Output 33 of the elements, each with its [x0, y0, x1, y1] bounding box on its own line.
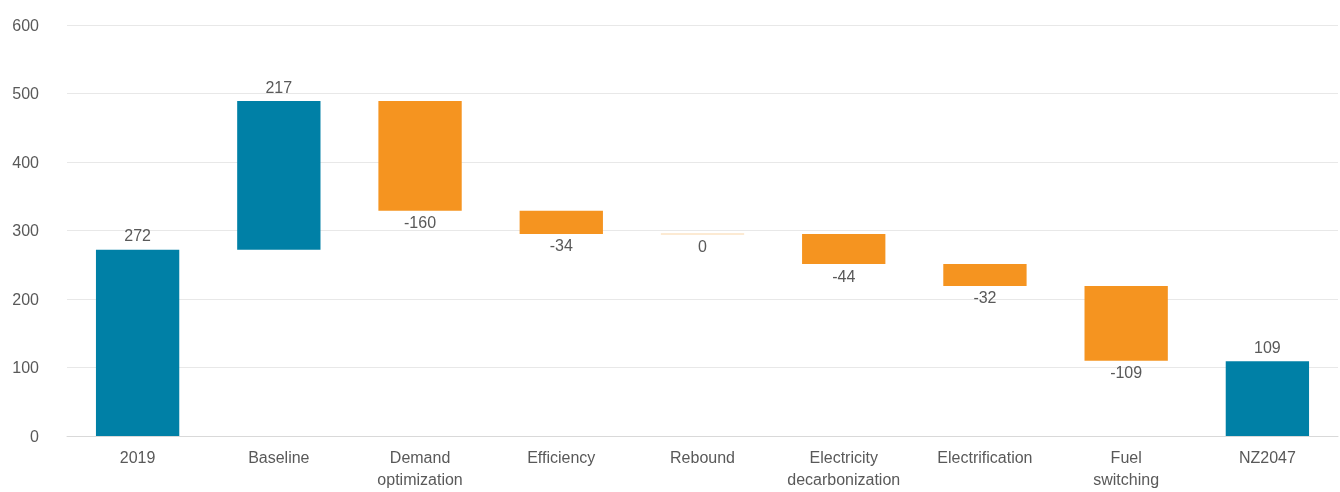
y-tick-label: 100 — [12, 359, 40, 376]
x-tick-label: Fuel switching — [1093, 448, 1160, 488]
data-label: -34 — [549, 237, 573, 255]
y-tick-label: 200 — [12, 290, 40, 308]
y-tick-label: 500 — [12, 85, 40, 102]
x-tick-label: NZ2047 — [1238, 448, 1296, 466]
bar — [802, 233, 886, 265]
x-tick-label: Efficiency — [527, 448, 596, 466]
y-tick-label: 600 — [12, 16, 40, 34]
bar — [378, 101, 462, 211]
data-label: 109 — [1254, 338, 1281, 356]
y-tick-label: 400 — [12, 153, 40, 171]
data-label: -44 — [832, 267, 856, 285]
data-label: 272 — [124, 227, 152, 245]
data-label: -32 — [973, 289, 997, 307]
bar — [519, 210, 603, 234]
bar — [943, 264, 1027, 286]
bar — [1225, 361, 1310, 436]
x-tick-label: Electricity decarbonization — [787, 448, 901, 488]
bar — [1084, 285, 1168, 361]
data-label: 217 — [265, 78, 293, 96]
data-label: -109 — [1110, 364, 1143, 382]
y-tick-label: 0 — [30, 427, 40, 445]
x-tick-label: Baseline — [248, 448, 310, 466]
x-tick-label: Rebound — [670, 448, 735, 466]
x-tick-label: 2019 — [119, 448, 156, 466]
x-tick-label: Electrification — [937, 448, 1033, 466]
x-tick-label: Demand optimization — [377, 448, 463, 488]
y-tick-label: 300 — [12, 222, 40, 239]
bar — [95, 249, 180, 436]
data-label: 0 — [698, 238, 708, 256]
bar — [237, 101, 321, 250]
data-label: -160 — [404, 214, 437, 232]
